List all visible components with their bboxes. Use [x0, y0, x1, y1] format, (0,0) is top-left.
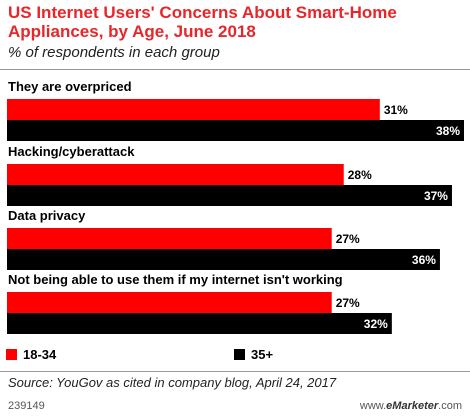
- bar-35-data-privacy: [7, 249, 440, 270]
- legend-item-35-plus: 35+: [234, 348, 273, 362]
- legend-label-35-plus: 35+: [251, 347, 274, 362]
- category-label-they-are-overpriced: They are overpriced: [8, 79, 132, 94]
- bar-18-34-hacking-cyberattack: [7, 164, 344, 185]
- top-divider: [0, 69, 470, 70]
- category-label-hacking-cyberattack: Hacking/cyberattack: [8, 144, 135, 159]
- bar-18-34-not-being-able-to-use-them-if-my-internet-isn-t-working: [7, 292, 332, 313]
- emarketer-logo: eMarketer: [386, 400, 439, 412]
- chart-id: 239149: [8, 400, 45, 412]
- credit-prefix: www.: [359, 400, 387, 412]
- bar-35-hacking-cyberattack: [7, 185, 452, 206]
- bar-35-they-are-overpriced: [7, 120, 464, 141]
- legend-swatch-black: [234, 349, 245, 360]
- credit-suffix: .com: [438, 400, 462, 412]
- data-label-35-hacking-cyberattack: 37%: [424, 189, 448, 203]
- bar-35-not-being-able-to-use-them-if-my-internet-isn-t-working: [7, 313, 392, 334]
- legend-item-18-34: 18-34: [6, 348, 56, 362]
- bar-chart: They are overpriced 31% 38% Hacking/cyberat…: [7, 79, 464, 334]
- data-label-18-34-they-are-overpriced: 31%: [384, 103, 408, 117]
- data-label-18-34-hacking-cyberattack: 28%: [348, 168, 372, 182]
- bar-18-34-they-are-overpriced: [7, 99, 380, 120]
- data-label-18-34-data-privacy: 27%: [336, 232, 360, 246]
- bar-18-34-data-privacy: [7, 228, 332, 249]
- chart-subtitle: % of respondents in each group: [8, 44, 220, 61]
- data-label-18-34-not-being-able-to-use-them-if-my-internet-isn-t-working: 27%: [336, 296, 360, 310]
- legend-label-18-34: 18-34: [23, 347, 57, 362]
- emarketer-credit: www.eMarketer.com: [360, 399, 462, 413]
- chart-title: US Internet Users' Concerns About Smart-…: [8, 3, 397, 41]
- data-label-35-they-are-overpriced: 38%: [436, 124, 460, 138]
- data-label-35-not-being-able-to-use-them-if-my-internet-isn-t-working: 32%: [364, 317, 388, 331]
- data-label-35-data-privacy: 36%: [412, 253, 436, 267]
- bottom-divider: [0, 371, 470, 372]
- legend-swatch-red: [6, 349, 17, 360]
- category-label-not-being-able-to-use-them-if-my-internet-isn-t-working: Not being able to use them if my interne…: [8, 272, 343, 287]
- source-note: Source: YouGov as cited in company blog,…: [8, 375, 337, 390]
- category-label-data-privacy: Data privacy: [8, 208, 86, 223]
